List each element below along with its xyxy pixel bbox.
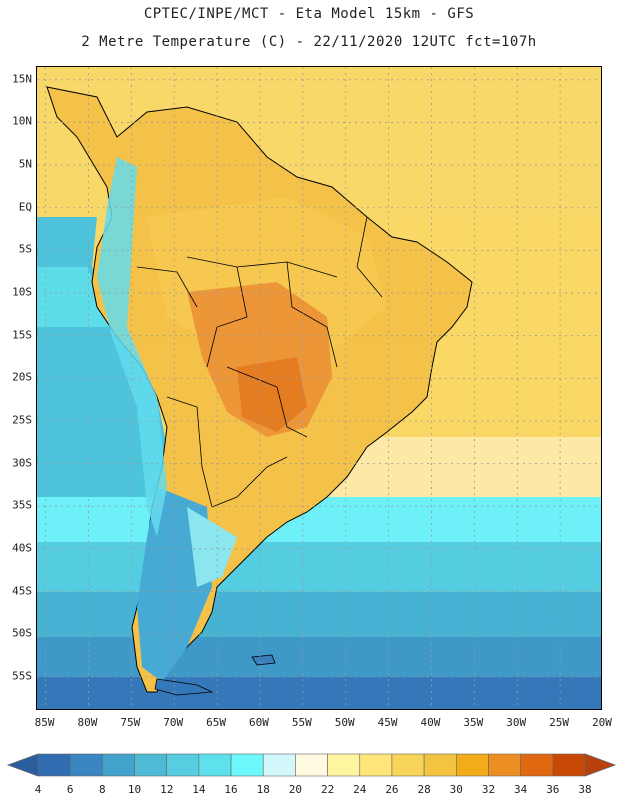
y-tick-label: EQ [18,200,32,214]
y-tick-label: 5N [18,157,32,171]
colorbar-box [262,753,296,777]
colorbar-label: 22 [320,783,335,796]
y-tick-label: 10N [12,114,32,128]
x-tick-label: 20W [592,716,612,729]
y-tick-label: 40S [12,541,32,555]
y-tick-label: 5S [18,242,32,256]
pacific-cool-zone-2 [37,267,117,327]
colorbar-low-arrow [6,753,39,777]
y-tick-label: 55S [12,669,32,683]
colorbar-label: 30 [449,783,463,796]
colorbar-box [488,753,521,777]
title-line-2: 2 Metre Temperature (C) - 22/11/2020 12U… [81,34,537,50]
colorbar-label: 24 [353,783,367,796]
y-tick-label: 15S [12,328,32,342]
colorbar-label: 6 [66,783,74,796]
south-america-land [46,86,473,696]
x-tick-label: 80W [77,716,98,729]
y-tick-label: 15N [12,72,32,86]
colorbar-label: 10 [127,783,142,796]
y-tick-label: 25S [12,413,32,427]
colorbar-box [37,753,71,777]
x-tick-label: 25W [549,716,570,729]
colorbar-label: 8 [99,783,106,796]
y-tick-label: 50S [12,626,32,640]
colorbar-label: 18 [256,783,270,796]
colorbar-label: 34 [514,783,528,796]
y-tick-label: 30S [12,456,32,470]
colorbar-box [230,753,264,777]
colorbar-label: 4 [34,783,42,796]
map-panel [36,66,602,710]
colorbar-box [134,753,168,777]
colorbar-label: 20 [288,783,303,796]
colorbar-box [359,753,393,777]
y-tick-label: 35S [12,498,32,512]
x-tick-label: 65W [206,716,227,729]
temperature-map [37,67,601,709]
colorbar-label: 16 [224,783,238,796]
colorbar-label: 26 [385,783,399,796]
tierra-del-fuego [154,678,214,696]
border-line [206,266,248,368]
colorbar-label: 28 [417,783,431,796]
y-tick-label: 45S [12,584,32,598]
border-line [286,261,338,368]
colorbar-box [552,753,586,777]
andes-cold-ridge [97,157,167,537]
colorbar-box [198,753,232,777]
border-line [186,256,338,278]
border-line [136,266,198,308]
x-tick-label: 60W [249,716,269,729]
x-tick-label: 85W [34,716,55,729]
border-line [166,396,213,508]
colorbar-label: 38 [578,783,592,796]
x-tick-label: 50W [334,716,355,729]
x-tick-label: 70W [163,716,184,729]
x-tick-label: 35W [463,716,484,729]
patagonia-mid-zone [187,507,237,587]
title-line-1: CPTEC/INPE/MCT - Eta Model 15km - GFS [143,6,475,22]
border-line [356,216,383,298]
colorbar-label: 36 [546,783,560,796]
colorbar-label: 14 [192,783,206,796]
x-tick-label: 40W [420,716,441,729]
x-tick-label: 30W [506,716,527,729]
graticule [37,67,601,709]
colorbar-box [423,753,457,777]
x-tick-label: 45W [377,716,398,729]
y-tick-label: 20S [12,370,32,384]
y-tick-label: 10S [12,285,32,299]
border-line [226,366,308,438]
border-line [211,456,288,508]
colorbar-high-arrow [584,753,617,777]
colorbar-box [327,753,361,777]
ocean-band-30s [37,497,601,542]
colorbar-boxes [6,753,617,777]
colorbar-label: 32 [481,783,496,796]
colorbar-box [520,753,554,777]
x-tick-label: 75W [120,716,141,729]
colorbar-box [391,753,425,777]
central-hot-core [237,357,307,432]
colorbar-box [295,753,328,777]
colorbar-label: 12 [160,783,174,796]
ocean-band-50s [37,677,601,709]
falkland-islands [251,654,276,666]
colorbar-box [69,753,103,777]
colorbar [6,753,617,777]
x-tick-label: 55W [291,716,312,729]
colorbar-box [455,753,489,777]
colorbar-box [166,753,200,777]
colorbar-box [102,753,135,777]
